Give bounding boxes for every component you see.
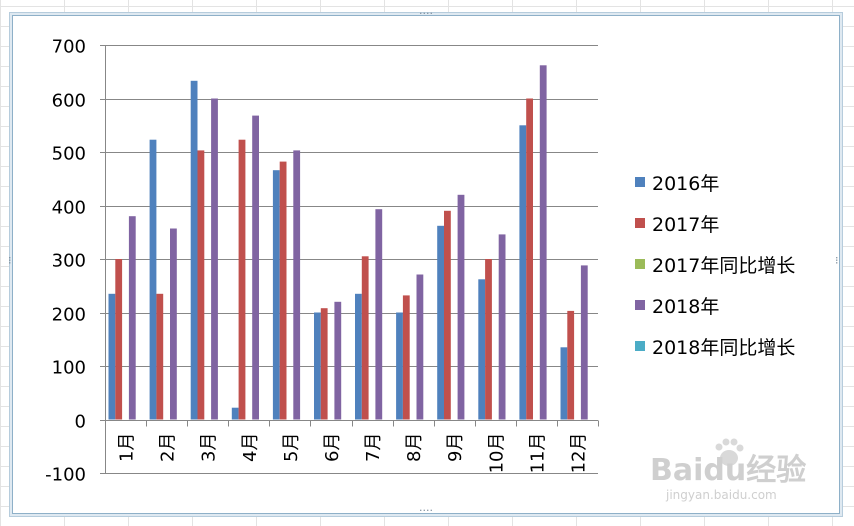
bar xyxy=(115,259,123,420)
watermark: Baidu经验 jingyan.baidu.com xyxy=(650,438,806,502)
bar xyxy=(231,407,239,420)
legend-swatch xyxy=(635,341,645,351)
resize-handle-bottom[interactable]: ···· xyxy=(419,504,433,517)
bar xyxy=(156,293,164,420)
bar xyxy=(320,308,328,420)
resize-handle-right[interactable]: ⁝ xyxy=(835,254,839,267)
bar xyxy=(361,256,369,420)
legend-swatch xyxy=(635,177,645,187)
bar xyxy=(402,295,410,420)
bar xyxy=(478,279,486,420)
legend-swatch xyxy=(635,300,645,310)
x-tick-label: 2月 xyxy=(158,433,179,462)
bar xyxy=(238,139,246,420)
y-tick-label: 700 xyxy=(52,37,86,58)
bar xyxy=(334,301,342,420)
bar xyxy=(519,125,527,420)
legend-label: 2018年 xyxy=(652,296,719,318)
bar xyxy=(279,161,287,420)
baidu-paw-icon xyxy=(715,438,744,466)
y-tick-label: 500 xyxy=(52,144,86,165)
bar xyxy=(108,293,116,420)
y-tick-label: 100 xyxy=(52,358,86,379)
resize-handle-top[interactable]: ···· xyxy=(419,7,433,20)
y-tick-label: 600 xyxy=(52,91,86,112)
x-tick-label: 4月 xyxy=(240,433,261,462)
x-tick-label: 5月 xyxy=(281,433,302,462)
bar xyxy=(396,312,403,420)
bar xyxy=(293,150,301,420)
legend-swatch xyxy=(635,259,645,269)
y-tick-label: 300 xyxy=(52,251,86,272)
x-tick-label: 9月 xyxy=(445,433,466,462)
y-tick-label: 0 xyxy=(75,412,86,433)
bar xyxy=(560,347,568,420)
legend-label: 2018年同比增长 xyxy=(652,337,795,359)
x-tick-label: 1月 xyxy=(117,433,138,462)
bar xyxy=(211,98,218,420)
bar xyxy=(375,209,383,420)
legend-swatch xyxy=(635,218,645,228)
bar xyxy=(128,216,136,420)
bar xyxy=(416,274,424,420)
bar xyxy=(567,310,575,420)
bar xyxy=(437,225,444,420)
bars xyxy=(108,65,588,420)
bar xyxy=(355,293,362,420)
watermark-url: jingyan.baidu.com xyxy=(665,488,777,502)
bar xyxy=(580,265,588,420)
y-tick-label: -100 xyxy=(45,465,86,486)
bar xyxy=(149,139,157,420)
legend[interactable]: 2016年 2017年 2017年同比增长 2018年 2018年同比增长 xyxy=(635,173,795,359)
bar xyxy=(252,115,259,420)
x-tick-label: 11月 xyxy=(527,433,548,474)
legend-label: 2017年 xyxy=(652,214,719,236)
x-tick-label: 7月 xyxy=(363,433,384,462)
x-tick-label: 12月 xyxy=(569,433,590,474)
legend-label: 2017年同比增长 xyxy=(652,255,795,277)
legend-label: 2016年 xyxy=(652,173,719,195)
bar xyxy=(314,312,321,420)
bar xyxy=(197,150,205,420)
x-tick-label: 6月 xyxy=(322,433,343,462)
bar xyxy=(485,259,492,420)
bar xyxy=(539,65,547,420)
watermark-brand: Baidu经验 xyxy=(650,453,806,488)
bar xyxy=(190,80,198,420)
bar xyxy=(526,98,533,420)
x-tick-label: 10月 xyxy=(486,433,507,474)
bar xyxy=(272,170,280,420)
bar xyxy=(457,194,465,420)
axes: -100 0 100 200 300 400 500 600 700 1月 2月 3月 4月 5月 6月 7月… xyxy=(45,37,599,486)
y-tick-label: 200 xyxy=(52,305,86,326)
bar xyxy=(498,234,506,420)
y-tick-label: 400 xyxy=(52,198,86,219)
resize-handle-left[interactable]: ⁝ xyxy=(8,254,12,267)
bar xyxy=(170,228,177,420)
x-tick-label: 3月 xyxy=(199,433,220,462)
x-tick-label: 8月 xyxy=(404,433,425,462)
bar xyxy=(444,210,451,420)
